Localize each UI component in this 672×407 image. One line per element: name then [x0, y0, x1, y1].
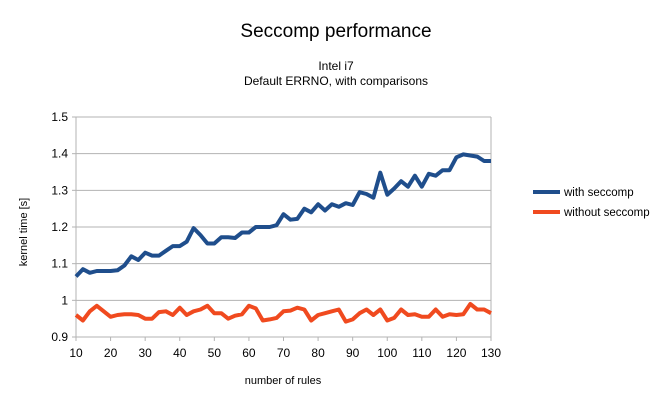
x-tick-label-8: 90 [346, 346, 360, 360]
y-tick-label-3: 1.2 [51, 220, 68, 234]
x-tick-label-1: 20 [104, 346, 118, 360]
x-axis-title: number of rules [245, 375, 322, 387]
gridlines [76, 116, 491, 338]
x-tick-label-10: 110 [412, 346, 431, 360]
x-tick-label-4: 50 [208, 346, 222, 360]
series-line-0 [74, 152, 491, 278]
legend-label-1: without seccomp [563, 207, 650, 219]
y-tick-label-2: 1.1 [51, 257, 68, 271]
series-line-1 [74, 302, 492, 324]
series-lines [74, 152, 492, 324]
x-tick-label-7: 80 [311, 346, 325, 360]
x-tick-labels: 10 20 30 40 50 60 70 80 90 100 110 120 130 [69, 346, 501, 360]
x-tick-label-6: 70 [277, 346, 291, 360]
x-tick-label-11: 120 [446, 346, 466, 360]
y-tick-labels: 0.9 1 1.1 1.2 1.3 1.4 1.5 [51, 110, 68, 344]
x-tick-label-3: 40 [173, 346, 187, 360]
y-axis-title: kernel time [s] [18, 198, 30, 266]
y-tick-label-4: 1.3 [51, 183, 68, 197]
x-tick-label-5: 60 [242, 346, 256, 360]
legend: with seccomp without seccomp [533, 187, 650, 219]
axes [72, 116, 492, 341]
y-tick-label-1: 1 [61, 293, 68, 307]
x-tick-label-12: 130 [481, 346, 501, 360]
x-tick-label-9: 100 [377, 346, 397, 360]
chart-subtitle-line-2: Default ERRNO, with comparisons [244, 74, 428, 88]
y-tick-label-6: 1.5 [51, 110, 68, 124]
y-tick-label-5: 1.4 [51, 147, 68, 161]
chart-subtitle-line-1: Intel i7 [318, 59, 354, 73]
y-tick-label-0: 0.9 [51, 330, 68, 344]
legend-label-0: with seccomp [563, 187, 634, 199]
x-tick-label-0: 10 [69, 346, 83, 360]
x-tick-label-2: 30 [138, 346, 152, 360]
chart-title: Seccomp performance [240, 21, 431, 42]
